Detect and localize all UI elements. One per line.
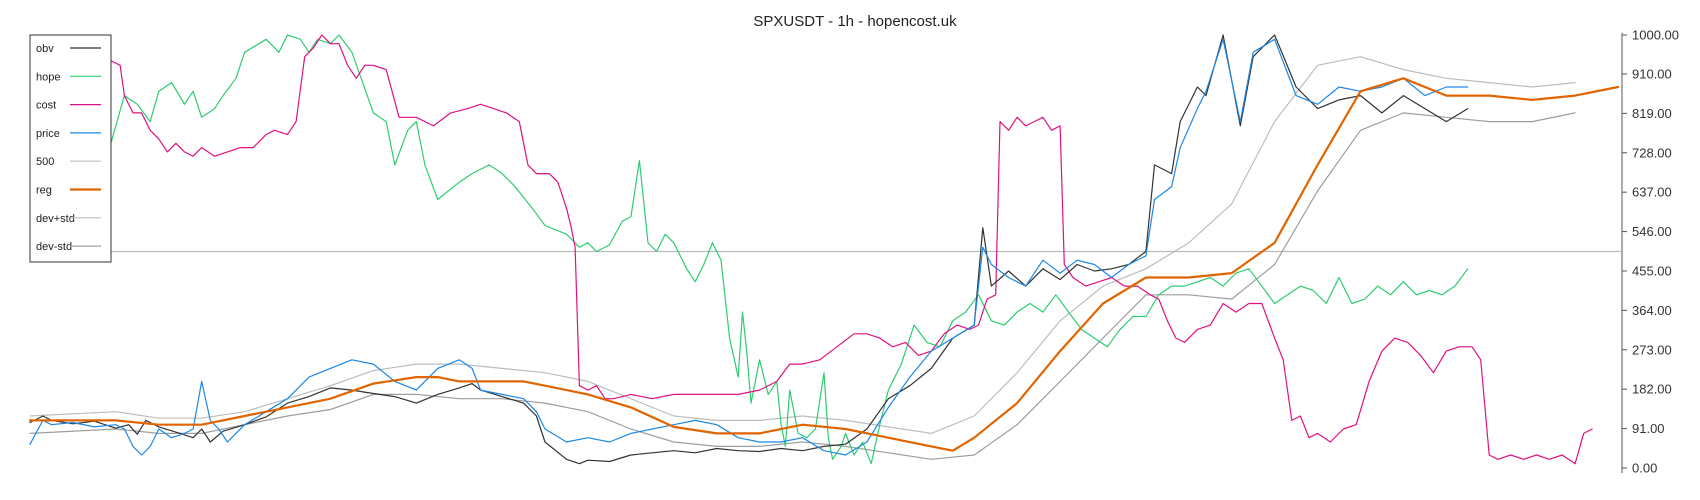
y-tick-label: 182.00 [1632, 382, 1672, 397]
chart-title: SPXUSDT - 1h - hopencost.uk [753, 13, 957, 30]
y-tick-label: 91.00 [1632, 421, 1665, 436]
series-line-dev-std [29, 56, 1576, 434]
legend-label: price [36, 128, 60, 140]
series-layer [28, 34, 1620, 465]
series-line-reg [28, 77, 1620, 452]
series-line-hope [29, 34, 1469, 465]
y-tick-label: 1000.00 [1632, 28, 1679, 43]
y-tick-label: 273.00 [1632, 342, 1672, 357]
y-tick-label: 728.00 [1632, 145, 1672, 160]
legend[interactable]: obv hope cost price 500 reg dev+std dev-std [29, 34, 112, 263]
legend-label: dev+std [36, 213, 75, 225]
y-tick-label: 637.00 [1632, 185, 1672, 200]
legend-label: cost [36, 100, 56, 112]
y-tick-label: 364.00 [1632, 303, 1672, 318]
y-tick-label: 546.00 [1632, 224, 1672, 239]
legend-label: reg [36, 185, 52, 197]
series-line-dev-std [29, 112, 1576, 460]
y-tick-label: 819.00 [1632, 106, 1672, 121]
series-line-price [29, 38, 1469, 456]
y-tick-label: 455.00 [1632, 263, 1672, 278]
legend-label: dev-std [36, 241, 72, 253]
series-line-obv [29, 34, 1469, 465]
y-tick-label: 910.00 [1632, 66, 1672, 81]
legend-label: hope [36, 71, 60, 83]
y-tick-label: 0.00 [1632, 461, 1657, 476]
legend-label: obv [36, 43, 54, 55]
y-axis-ticks: 1000.00 910.00 819.00 728.00 637.00 546.00 455… [1622, 28, 1679, 476]
legend-label: 500 [36, 156, 54, 168]
series-line-cost [29, 34, 1593, 465]
legend-box [29, 34, 112, 263]
